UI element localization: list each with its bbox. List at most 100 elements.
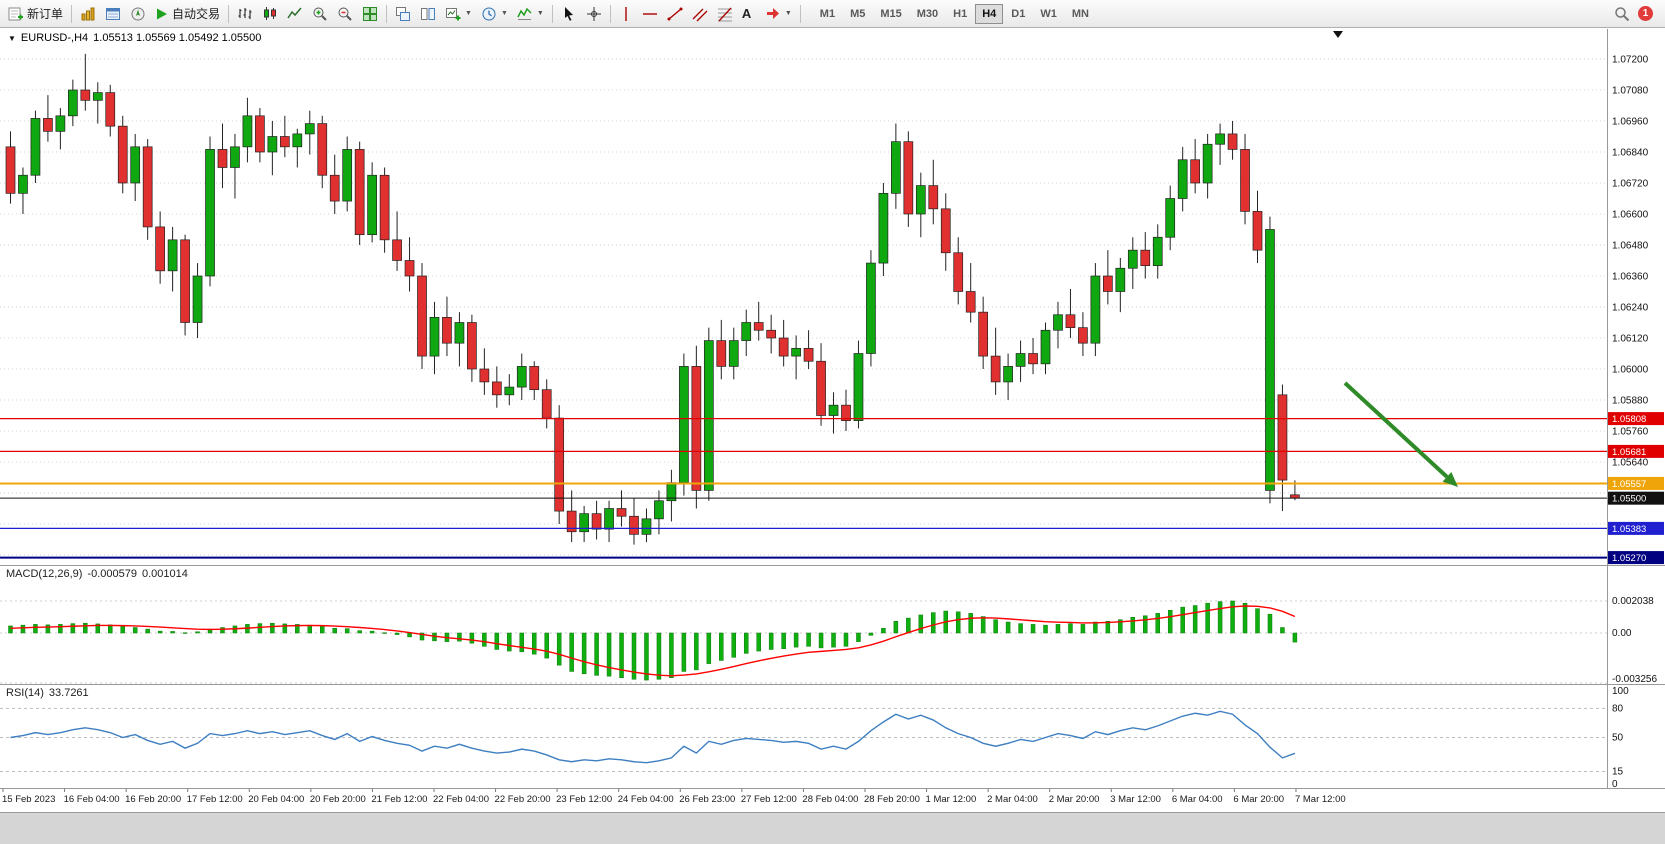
- svg-text:2 Mar 20:00: 2 Mar 20:00: [1049, 794, 1100, 805]
- bar-chart-button[interactable]: [233, 3, 257, 25]
- zoom-out-button[interactable]: [333, 3, 357, 25]
- crosshair-icon: [586, 6, 601, 21]
- svg-text:23 Feb 12:00: 23 Feb 12:00: [556, 794, 612, 805]
- svg-text:1.05880: 1.05880: [1612, 395, 1649, 406]
- timeframe-button-M15[interactable]: M15: [873, 4, 908, 24]
- svg-text:6 Mar 20:00: 6 Mar 20:00: [1233, 794, 1284, 805]
- svg-text:21 Feb 12:00: 21 Feb 12:00: [371, 794, 427, 805]
- text-tool-icon: A: [741, 6, 752, 21]
- timeframe-button-M1[interactable]: M1: [813, 4, 842, 24]
- horizontal-line-icon: [642, 12, 657, 15]
- one-click-trading-toggle[interactable]: ▼: [8, 34, 16, 43]
- rsi-value: 33.7261: [48, 687, 89, 699]
- toolbar-separator: [799, 4, 801, 23]
- period-button[interactable]: ▼: [477, 3, 512, 25]
- grid-layer: [0, 58, 1607, 772]
- toolbar-right-section: 1: [1614, 6, 1661, 22]
- svg-text:1.05760: 1.05760: [1612, 426, 1649, 437]
- auto-trading-button[interactable]: 自动交易: [151, 3, 224, 25]
- timeframe-button-D1[interactable]: D1: [1004, 4, 1032, 24]
- macd-name: MACD(12,26,9): [6, 568, 83, 580]
- price-axis[interactable]: 1.07200 1.07080 1.06960 1.06840 1.06720 1.066…: [1612, 55, 1657, 791]
- timeframe-button-H4[interactable]: H4: [975, 3, 1004, 24]
- trendline-icon: [667, 7, 683, 20]
- svg-text:1.06960: 1.06960: [1612, 116, 1649, 127]
- candles-layer: [5, 53, 1300, 545]
- tile-vertical-button[interactable]: [416, 3, 440, 25]
- zoom-in-button[interactable]: [308, 3, 332, 25]
- indicators-button[interactable]: ▼: [513, 3, 548, 25]
- horizontal-lines-layer: 1.05808 1.05681 1.05557 1.05500 1.05383 1.052…: [0, 412, 1664, 565]
- macd-main-value: -0.000579: [87, 568, 137, 580]
- svg-text:1.05808: 1.05808: [1612, 414, 1646, 425]
- toolbar-separator: [71, 4, 73, 23]
- trendline-tool-button[interactable]: [663, 3, 687, 25]
- svg-text:1.05557: 1.05557: [1612, 479, 1646, 490]
- ohlc-values: 1.05513 1.05569 1.05492 1.05500: [93, 32, 262, 44]
- svg-text:100: 100: [1612, 686, 1629, 697]
- svg-text:1.07080: 1.07080: [1612, 85, 1649, 96]
- channel-tool-button[interactable]: [688, 3, 712, 25]
- candlestick-chart-button[interactable]: [258, 3, 282, 25]
- zoom-in-icon: [313, 7, 327, 21]
- macd-signal-line: [10, 605, 1296, 677]
- arrows-tool-button[interactable]: ▼: [761, 3, 796, 25]
- tile-windows-button[interactable]: [358, 3, 382, 25]
- svg-text:20 Feb 04:00: 20 Feb 04:00: [248, 794, 304, 805]
- svg-text:15 Feb 2023: 15 Feb 2023: [2, 794, 55, 805]
- timeframe-button-M30[interactable]: M30: [910, 4, 945, 24]
- auto-trading-label: 自动交易: [172, 7, 221, 21]
- line-chart-icon: [287, 7, 302, 18]
- main-toolbar: 新订单 自动交易 ▼ ▼: [0, 0, 1665, 28]
- search-icon[interactable]: [1614, 6, 1630, 22]
- timeframe-button-MN[interactable]: MN: [1065, 4, 1096, 24]
- crosshair-button[interactable]: [582, 3, 606, 25]
- rsi-pane: [10, 710, 1296, 764]
- chart-shift-marker[interactable]: [1333, 31, 1343, 38]
- new-order-button[interactable]: 新订单: [4, 3, 67, 25]
- zoom-out-icon: [338, 7, 352, 21]
- chevron-down-icon: ▼: [536, 10, 544, 17]
- new-chart-button[interactable]: ▼: [441, 3, 476, 25]
- svg-text:20 Feb 20:00: 20 Feb 20:00: [310, 794, 366, 805]
- timeframe-button-W1[interactable]: W1: [1033, 4, 1064, 24]
- window-bottom-edge: [0, 812, 1665, 844]
- data-window-icon: [106, 7, 121, 20]
- clock-icon: [482, 7, 496, 20]
- vertical-line-tool-button[interactable]: [615, 3, 637, 25]
- arrow-shape-icon: [766, 7, 779, 19]
- timeframe-button-M5[interactable]: M5: [843, 4, 872, 24]
- horizontal-line-tool-button[interactable]: [638, 3, 662, 25]
- navigator-button[interactable]: [126, 3, 150, 25]
- price-tag: [1608, 444, 1664, 458]
- svg-text:1.07200: 1.07200: [1612, 55, 1649, 66]
- timeframe-toolbar: M1 M5 M15 M30 H1 H4 D1 W1 MN: [813, 3, 1096, 24]
- fibonacci-icon: [717, 7, 732, 21]
- pane-separators: [0, 29, 1665, 789]
- market-watch-icon: [81, 7, 95, 20]
- macd-signal-value: 0.001014: [141, 568, 188, 580]
- toolbar-separator: [551, 4, 553, 23]
- line-chart-button[interactable]: [283, 3, 307, 25]
- cursor-icon: [564, 6, 573, 21]
- fibonacci-tool-button[interactable]: [713, 3, 737, 25]
- data-window-button[interactable]: [101, 3, 125, 25]
- trend-arrow-annotation[interactable]: [1343, 381, 1458, 487]
- svg-text:3 Mar 12:00: 3 Mar 12:00: [1110, 794, 1161, 805]
- symbol-period-label: EURUSD-,H4: [20, 32, 89, 44]
- svg-text:28 Feb 04:00: 28 Feb 04:00: [802, 794, 858, 805]
- timeframe-button-H1[interactable]: H1: [946, 4, 974, 24]
- svg-text:2 Mar 04:00: 2 Mar 04:00: [987, 794, 1038, 805]
- text-tool-button[interactable]: A: [738, 3, 760, 25]
- time-axis[interactable]: 15 Feb 2023 16 Feb 04:00 16 Feb 20:00 17 Fe…: [2, 789, 1346, 805]
- market-watch-button[interactable]: [76, 3, 100, 25]
- cascade-windows-button[interactable]: [391, 3, 415, 25]
- new-chart-icon: [446, 7, 461, 20]
- chevron-down-icon: ▼: [500, 10, 508, 17]
- notification-badge[interactable]: 1: [1638, 6, 1653, 21]
- price-tag: [1608, 491, 1664, 505]
- svg-text:-0.003256: -0.003256: [1612, 674, 1657, 685]
- cursor-button[interactable]: [557, 3, 581, 25]
- tile-windows-icon: [363, 6, 378, 21]
